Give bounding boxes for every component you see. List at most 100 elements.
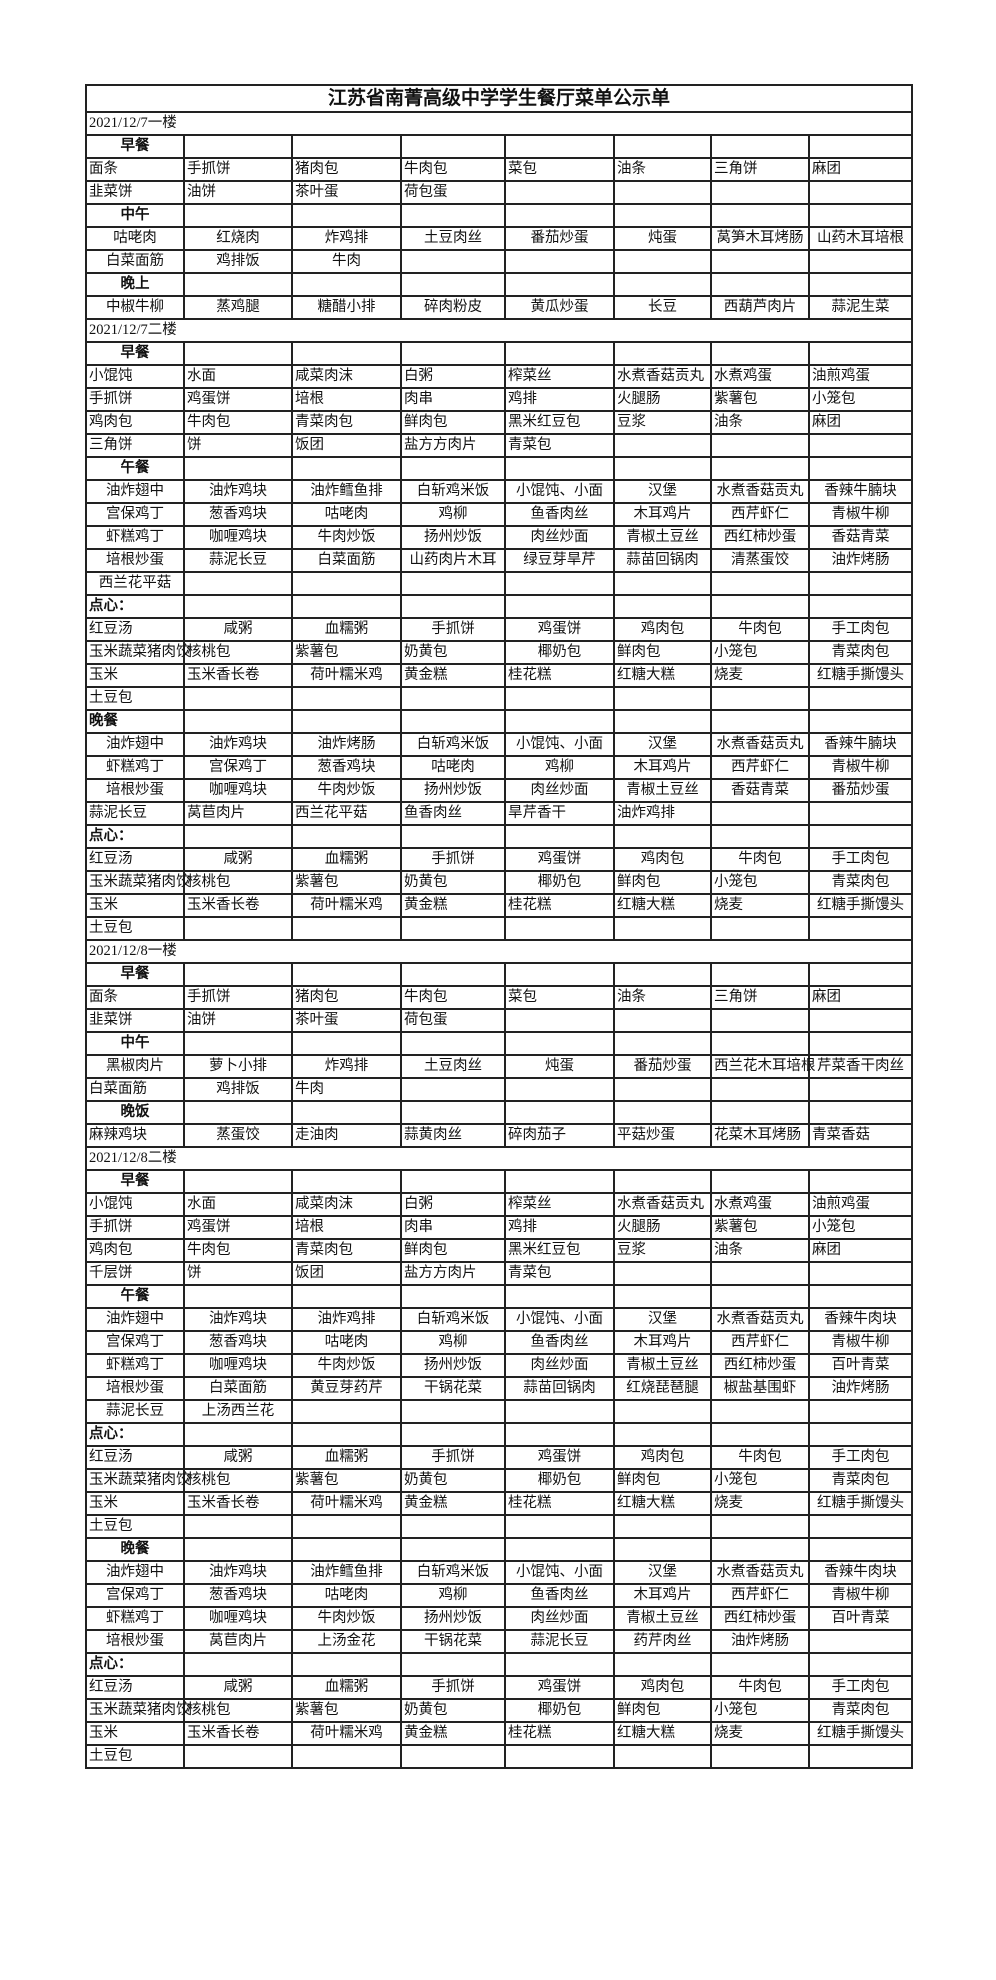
table-row: 土豆包 <box>85 1744 914 1769</box>
dish-cell: 宫保鸡丁 <box>85 1330 185 1355</box>
dish-cell: 鲜肉包 <box>400 1238 506 1263</box>
table-row: 玉米蔬菜猪肉饺 核桃包 紫薯包 奶黄包 椰奶包 鲜肉包 小笼包 青菜肉包 <box>85 1698 914 1723</box>
dish-cell: 肉丝炒面 <box>504 1353 615 1378</box>
dish-cell: 油炸鸡块 <box>183 1560 293 1585</box>
dish-cell: 鲜肉包 <box>613 640 712 665</box>
dish-cell: 牛肉 <box>291 249 402 274</box>
dish-cell: 小馄饨 <box>85 364 185 389</box>
dish-cell: 黑米红豆包 <box>504 1238 615 1263</box>
dish-cell: 白斩鸡米饭 <box>400 479 506 504</box>
menu-table: 江苏省南菁高级中学学生餐厅菜单公示单 2021/12/7一楼 早餐 面条 手抓饼 猪肉包… <box>84 84 914 1769</box>
dish-cell <box>710 1514 810 1539</box>
dish-cell: 葱香鸡块 <box>183 1583 293 1608</box>
empty-cell <box>710 709 810 734</box>
dish-cell <box>504 571 615 596</box>
dish-cell: 西红柿炒蛋 <box>710 1606 810 1631</box>
dish-cell <box>613 1261 712 1286</box>
empty-cell <box>807 456 914 481</box>
dish-cell <box>807 1744 914 1769</box>
empty-cell <box>291 594 402 619</box>
empty-cell <box>400 1284 506 1309</box>
dish-cell: 红豆汤 <box>85 1675 185 1700</box>
empty-cell <box>807 962 914 987</box>
dish-cell <box>291 571 402 596</box>
dish-cell: 麻辣鸡块 <box>85 1123 185 1148</box>
meal-label: 午餐 <box>85 456 185 481</box>
dish-cell: 山药肉片木耳 <box>400 548 506 573</box>
empty-cell <box>400 824 506 849</box>
meal-header-row: 晚餐 <box>85 1537 914 1562</box>
dish-cell: 肉丝炒面 <box>504 1606 615 1631</box>
dish-cell: 炖蛋 <box>613 226 712 251</box>
dish-cell: 白菜面筋 <box>291 548 402 573</box>
dish-cell: 炸鸡排 <box>291 1054 402 1079</box>
dish-cell: 虾糕鸡丁 <box>85 1353 185 1378</box>
dish-cell: 玉米 <box>85 1721 185 1746</box>
dish-cell: 烧麦 <box>710 663 810 688</box>
empty-cell <box>710 1031 810 1056</box>
empty-cell <box>291 1100 402 1125</box>
dish-cell: 莴苣肉片 <box>183 801 293 826</box>
empty-cell <box>400 1537 506 1562</box>
dish-cell: 白斩鸡米饭 <box>400 732 506 757</box>
meal-header-row: 早餐 <box>85 1169 914 1194</box>
dish-cell: 油炸烤肠 <box>710 1629 810 1654</box>
table-row: 面条 手抓饼 猪肉包 牛肉包 菜包 油条 三角饼 麻团 <box>85 985 914 1010</box>
empty-cell <box>504 1422 615 1447</box>
dish-cell: 青菜肉包 <box>807 870 914 895</box>
dish-cell <box>291 916 402 941</box>
dish-cell: 水煮香菇贡丸 <box>613 1192 712 1217</box>
dish-cell: 香辣牛腩块 <box>807 479 914 504</box>
dish-cell: 猪肉包 <box>291 985 402 1010</box>
dish-cell <box>807 1077 914 1102</box>
dish-cell <box>807 571 914 596</box>
dish-cell: 豆浆 <box>613 1238 712 1263</box>
dish-cell: 山药木耳培根 <box>807 226 914 251</box>
dish-cell: 黑米红豆包 <box>504 410 615 435</box>
dish-cell: 牛肉炒饭 <box>291 1353 402 1378</box>
table-row: 玉米 玉米香长卷 荷叶糯米鸡 黄金糕 桂花糕 红糖大糕 烧麦 红糖手撕馒头 <box>85 1721 914 1746</box>
dish-cell: 玉米香长卷 <box>183 1491 293 1516</box>
dish-cell: 红糖手撕馒头 <box>807 893 914 918</box>
dish-cell: 木耳鸡片 <box>613 1330 712 1355</box>
table-row: 千层饼饼饭团 盐方方肉片 青菜包 <box>85 1261 914 1286</box>
dish-cell: 手工肉包 <box>807 847 914 872</box>
dish-cell: 红糖手撕馒头 <box>807 1491 914 1516</box>
empty-cell <box>183 272 293 297</box>
dish-cell: 木耳鸡片 <box>613 1583 712 1608</box>
dish-cell: 小笼包 <box>710 1468 810 1493</box>
dish-cell <box>807 1008 914 1033</box>
dish-cell: 桂花糕 <box>504 663 615 688</box>
dish-cell: 鸡肉包 <box>613 1675 712 1700</box>
table-row: 油炸翅中 油炸鸡块 油炸烤肠 白斩鸡米饭 小馄饨、小面 汉堡 水煮香菇贡丸 香辣牛腩块 <box>85 732 914 757</box>
dish-cell: 土豆肉丝 <box>400 226 506 251</box>
dish-cell: 玉米 <box>85 1491 185 1516</box>
dish-cell <box>183 1744 293 1769</box>
dish-cell: 蒜苗回锅肉 <box>504 1376 615 1401</box>
dish-cell: 鸡柳 <box>400 1583 506 1608</box>
table-row: 培根炒蛋 咖喱鸡块 牛肉炒饭 扬州炒饭 肉丝炒面 青椒土豆丝 香菇青菜 番茄炒蛋 <box>85 778 914 803</box>
table-row: 玉米 玉米香长卷 荷叶糯米鸡 黄金糕 桂花糕 红糖大糕 烧麦 红糖手撕馒头 <box>85 893 914 918</box>
empty-cell <box>183 824 293 849</box>
table-row: 玉米蔬菜猪肉饺 核桃包 紫薯包 奶黄包 椰奶包 鲜肉包 小笼包 青菜肉包 <box>85 1468 914 1493</box>
table-row: 虾糕鸡丁 宫保鸡丁 葱香鸡块 咕咾肉 鸡柳 木耳鸡片 西芹虾仁 青椒牛柳 <box>85 755 914 780</box>
empty-cell <box>613 824 712 849</box>
dish-cell: 花菜木耳烤肠 <box>710 1123 810 1148</box>
dish-cell: 干锅花菜 <box>400 1376 506 1401</box>
dish-cell: 黄瓜炒蛋 <box>504 295 615 320</box>
dish-cell: 水面 <box>183 364 293 389</box>
dish-cell: 水煮香菇贡丸 <box>710 1307 810 1332</box>
dish-cell: 椰奶包 <box>504 640 615 665</box>
empty-cell <box>807 1284 914 1309</box>
meal-header-row: 点心： <box>85 1422 914 1447</box>
empty-cell <box>504 1100 615 1125</box>
dish-cell <box>291 1514 402 1539</box>
dish-cell: 韭菜饼 <box>85 1008 185 1033</box>
empty-cell <box>613 1537 712 1562</box>
dish-cell: 白斩鸡米饭 <box>400 1560 506 1585</box>
dish-cell: 桂花糕 <box>504 893 615 918</box>
dish-cell: 青椒牛柳 <box>807 502 914 527</box>
dish-cell: 桂花糕 <box>504 1491 615 1516</box>
dish-cell: 汉堡 <box>613 732 712 757</box>
dish-cell: 鸡蛋饼 <box>504 617 615 642</box>
